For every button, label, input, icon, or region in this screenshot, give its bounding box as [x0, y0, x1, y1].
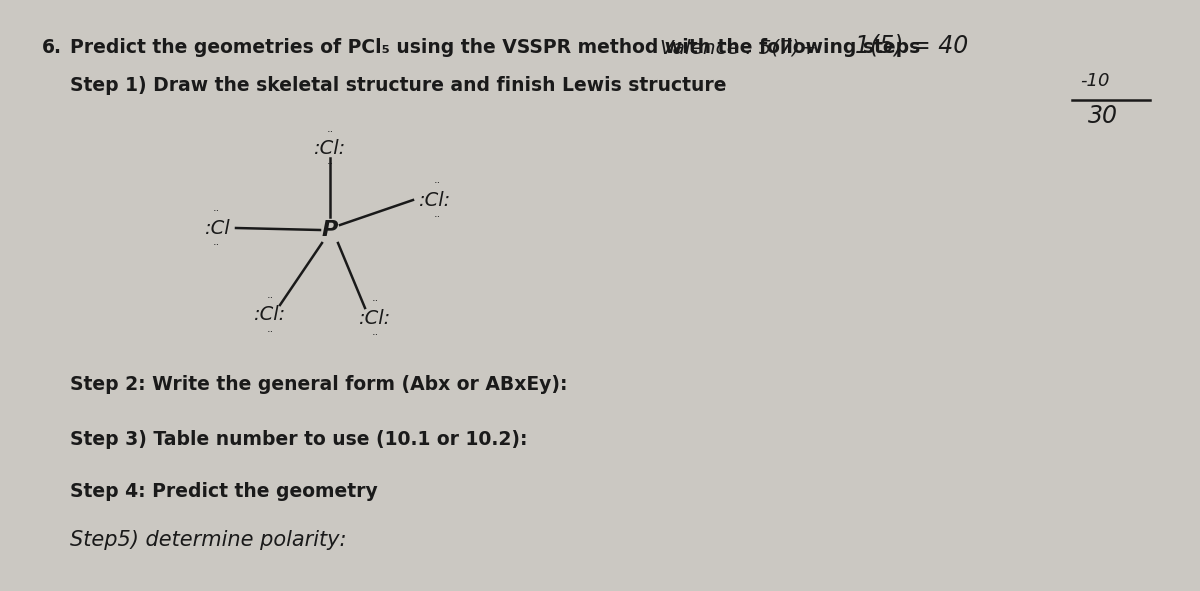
Text: :Cl:: :Cl:: [419, 190, 451, 209]
Text: ··: ··: [212, 240, 220, 250]
Text: ··: ··: [433, 212, 440, 222]
Text: ··: ··: [433, 178, 440, 188]
Text: :Cl:: :Cl:: [254, 306, 286, 324]
Text: ··: ··: [212, 206, 220, 216]
Text: 6.: 6.: [42, 38, 62, 57]
Text: -10: -10: [1080, 72, 1110, 90]
Text: :Cl: :Cl: [205, 219, 230, 238]
Text: :Cl:: :Cl:: [359, 309, 391, 327]
Text: :Cl:: :Cl:: [314, 138, 346, 157]
Text: ··: ··: [371, 330, 379, 340]
Text: ··: ··: [266, 327, 274, 337]
Text: ··: ··: [266, 293, 274, 303]
Text: Step 2: Write the general form (Abx or ABxEy):: Step 2: Write the general form (Abx or A…: [70, 375, 568, 394]
Text: P: P: [322, 220, 338, 240]
Text: ··: ··: [371, 296, 379, 306]
Text: Step 1) Draw the skeletal structure and finish Lewis structure: Step 1) Draw the skeletal structure and …: [70, 76, 726, 95]
Text: 1(5) = 40: 1(5) = 40: [854, 34, 968, 58]
Text: 30: 30: [1088, 104, 1118, 128]
Text: ··: ··: [326, 127, 334, 137]
Text: Step 3) Table number to use (10.1 or 10.2):: Step 3) Table number to use (10.1 or 10.…: [70, 430, 528, 449]
Text: Step 4: Predict the geometry: Step 4: Predict the geometry: [70, 482, 378, 501]
Text: Predict the geometries of PCl₅ using the VSSPR method with the following steps: Predict the geometries of PCl₅ using the…: [70, 38, 920, 57]
Text: ··: ··: [326, 159, 334, 169]
Text: Step5) determine polarity:: Step5) determine polarity:: [70, 530, 347, 550]
Text: Valence : 5(7)+: Valence : 5(7)+: [660, 38, 817, 57]
